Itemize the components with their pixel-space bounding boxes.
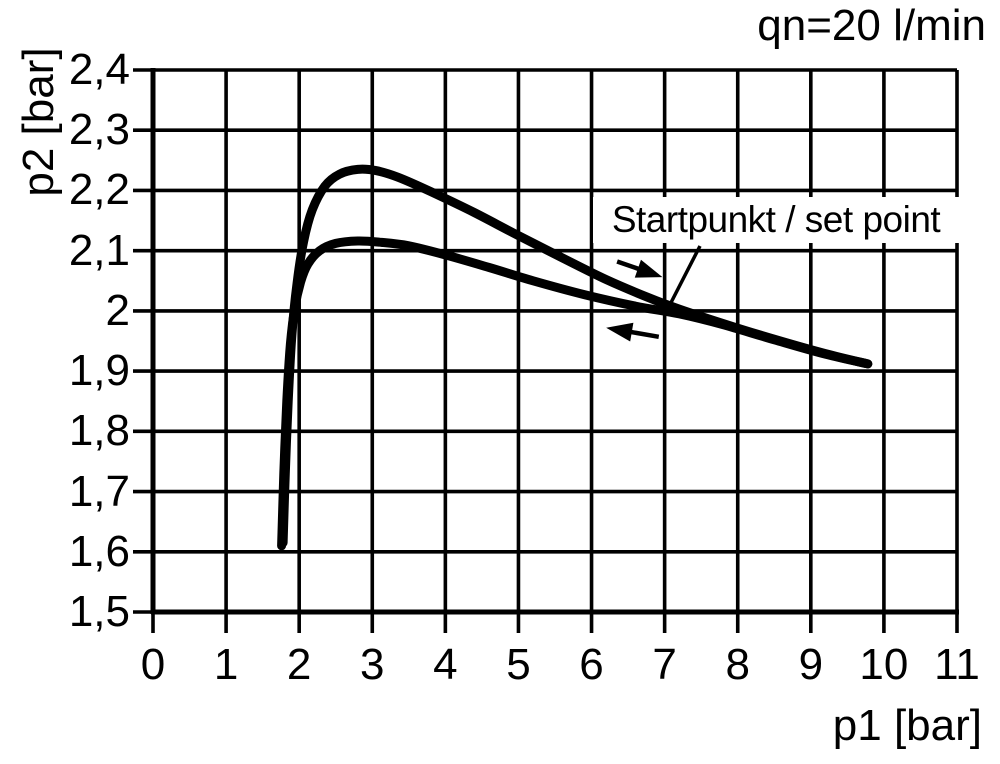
x-axis-title: p1 [bar] [832,701,982,750]
x-tick-label: 0 [140,640,166,689]
x-tick-label: 7 [652,640,677,689]
arrow-head-0 [634,259,663,278]
y-tick-label: 1,8 [68,406,130,456]
y-tick-label: 1,5 [68,587,130,636]
y-tick-label: 2,2 [68,165,130,215]
x-tick-label: 6 [579,640,604,689]
x-tick-label: 11 [934,640,980,689]
x-tick-label: 3 [360,640,385,689]
flow-rate-label: qn=20 l/min [757,1,986,50]
x-tick-label: 10 [859,640,909,689]
x-tick-label: 2 [286,640,312,689]
y-tick-label: 1,9 [68,346,130,396]
y-tick-label: 2,4 [68,45,130,94]
set-point-annotation: Startpunkt / set point [593,197,959,243]
x-tick-label: 5 [506,640,531,689]
curve-series-1 [277,236,873,551]
y-tick-label: 2,3 [68,105,130,155]
y-tick-label: 2,1 [68,225,130,275]
x-tick-label: 4 [433,640,458,689]
y-tick-label: 1,6 [68,526,130,576]
y-tick-label: 2 [105,285,130,335]
annotation-leader-line [666,245,702,309]
x-tick-label: 9 [798,640,824,689]
y-tick-label: 1,7 [68,466,130,516]
x-tick-label: 1 [213,640,239,689]
x-tick-label: 8 [725,640,750,689]
arrow-head-1 [606,322,634,342]
